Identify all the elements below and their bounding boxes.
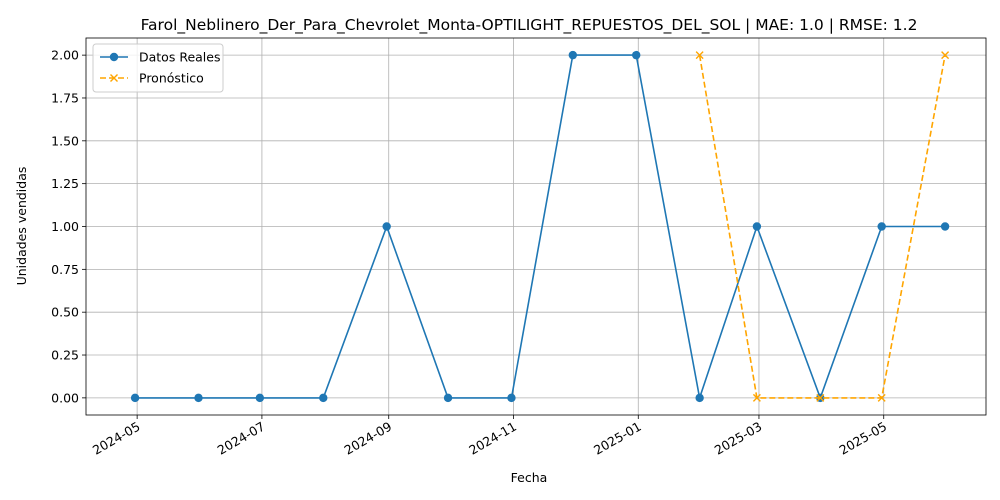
data-point: [752, 393, 761, 402]
legend: Datos Reales Pronóstico: [92, 43, 224, 93]
series-actual: [130, 50, 950, 403]
series-layer: [130, 50, 950, 403]
legend-label: Pronóstico: [139, 71, 204, 86]
data-point: [632, 50, 641, 60]
data-point: [319, 393, 328, 403]
x-axis-ticks: 2024-05 2024-07 2024-09 2024-11 2025-01 2025-…: [90, 415, 889, 458]
data-point: [382, 222, 391, 231]
grid: [86, 38, 986, 415]
data-point: [568, 50, 578, 60]
y-tick-label: 0.25: [51, 348, 79, 363]
data-point: [752, 222, 762, 231]
series-forecast: [695, 51, 950, 402]
data-point: [443, 393, 453, 403]
x-tick-label: 2025-01: [591, 419, 644, 458]
legend-marker: [109, 52, 119, 62]
y-tick-label: 1.50: [51, 133, 79, 148]
data-point: [695, 51, 704, 60]
x-tick-label: 2024-07: [215, 419, 268, 458]
x-tick-label: 2024-05: [90, 419, 143, 458]
x-tick-label: 2025-03: [712, 419, 765, 458]
data-point: [877, 222, 886, 231]
legend-entry: Pronóstico: [100, 71, 204, 86]
x-tick-label: 2024-11: [466, 419, 519, 458]
series-line: [135, 54, 946, 402]
data-point: [194, 393, 203, 403]
y-axis-label: Unidades vendidas: [14, 167, 29, 286]
data-point: [507, 393, 516, 403]
y-tick-label: 1.00: [51, 219, 79, 234]
data-point: [940, 222, 950, 231]
data-point: [255, 393, 265, 403]
y-tick-label: 0.00: [51, 390, 79, 405]
data-point: [941, 51, 950, 60]
x-tick-label: 2024-09: [341, 419, 394, 458]
y-tick-label: 0.75: [51, 262, 79, 277]
legend-label: Datos Reales: [139, 50, 220, 65]
chart-title: Farol_Neblinero_Der_Para_Chevrolet_Monta…: [141, 16, 918, 35]
x-tick-label: 2025-05: [836, 419, 889, 458]
y-tick-label: 1.75: [51, 90, 79, 105]
legend-entry: Datos Reales: [100, 50, 220, 65]
data-point: [695, 393, 704, 403]
legend-box: [92, 43, 224, 93]
y-tick-label: 2.00: [51, 48, 79, 63]
y-tick-label: 0.50: [51, 305, 79, 320]
data-point: [816, 393, 825, 402]
y-axis-ticks: 0.00 0.25 0.50 0.75 1.00 1.25 1.50 1.75 2.00: [51, 48, 86, 405]
data-point: [130, 393, 140, 403]
y-tick-label: 1.25: [51, 176, 79, 191]
data-point: [877, 393, 886, 402]
x-axis-label: Fecha: [511, 470, 548, 485]
